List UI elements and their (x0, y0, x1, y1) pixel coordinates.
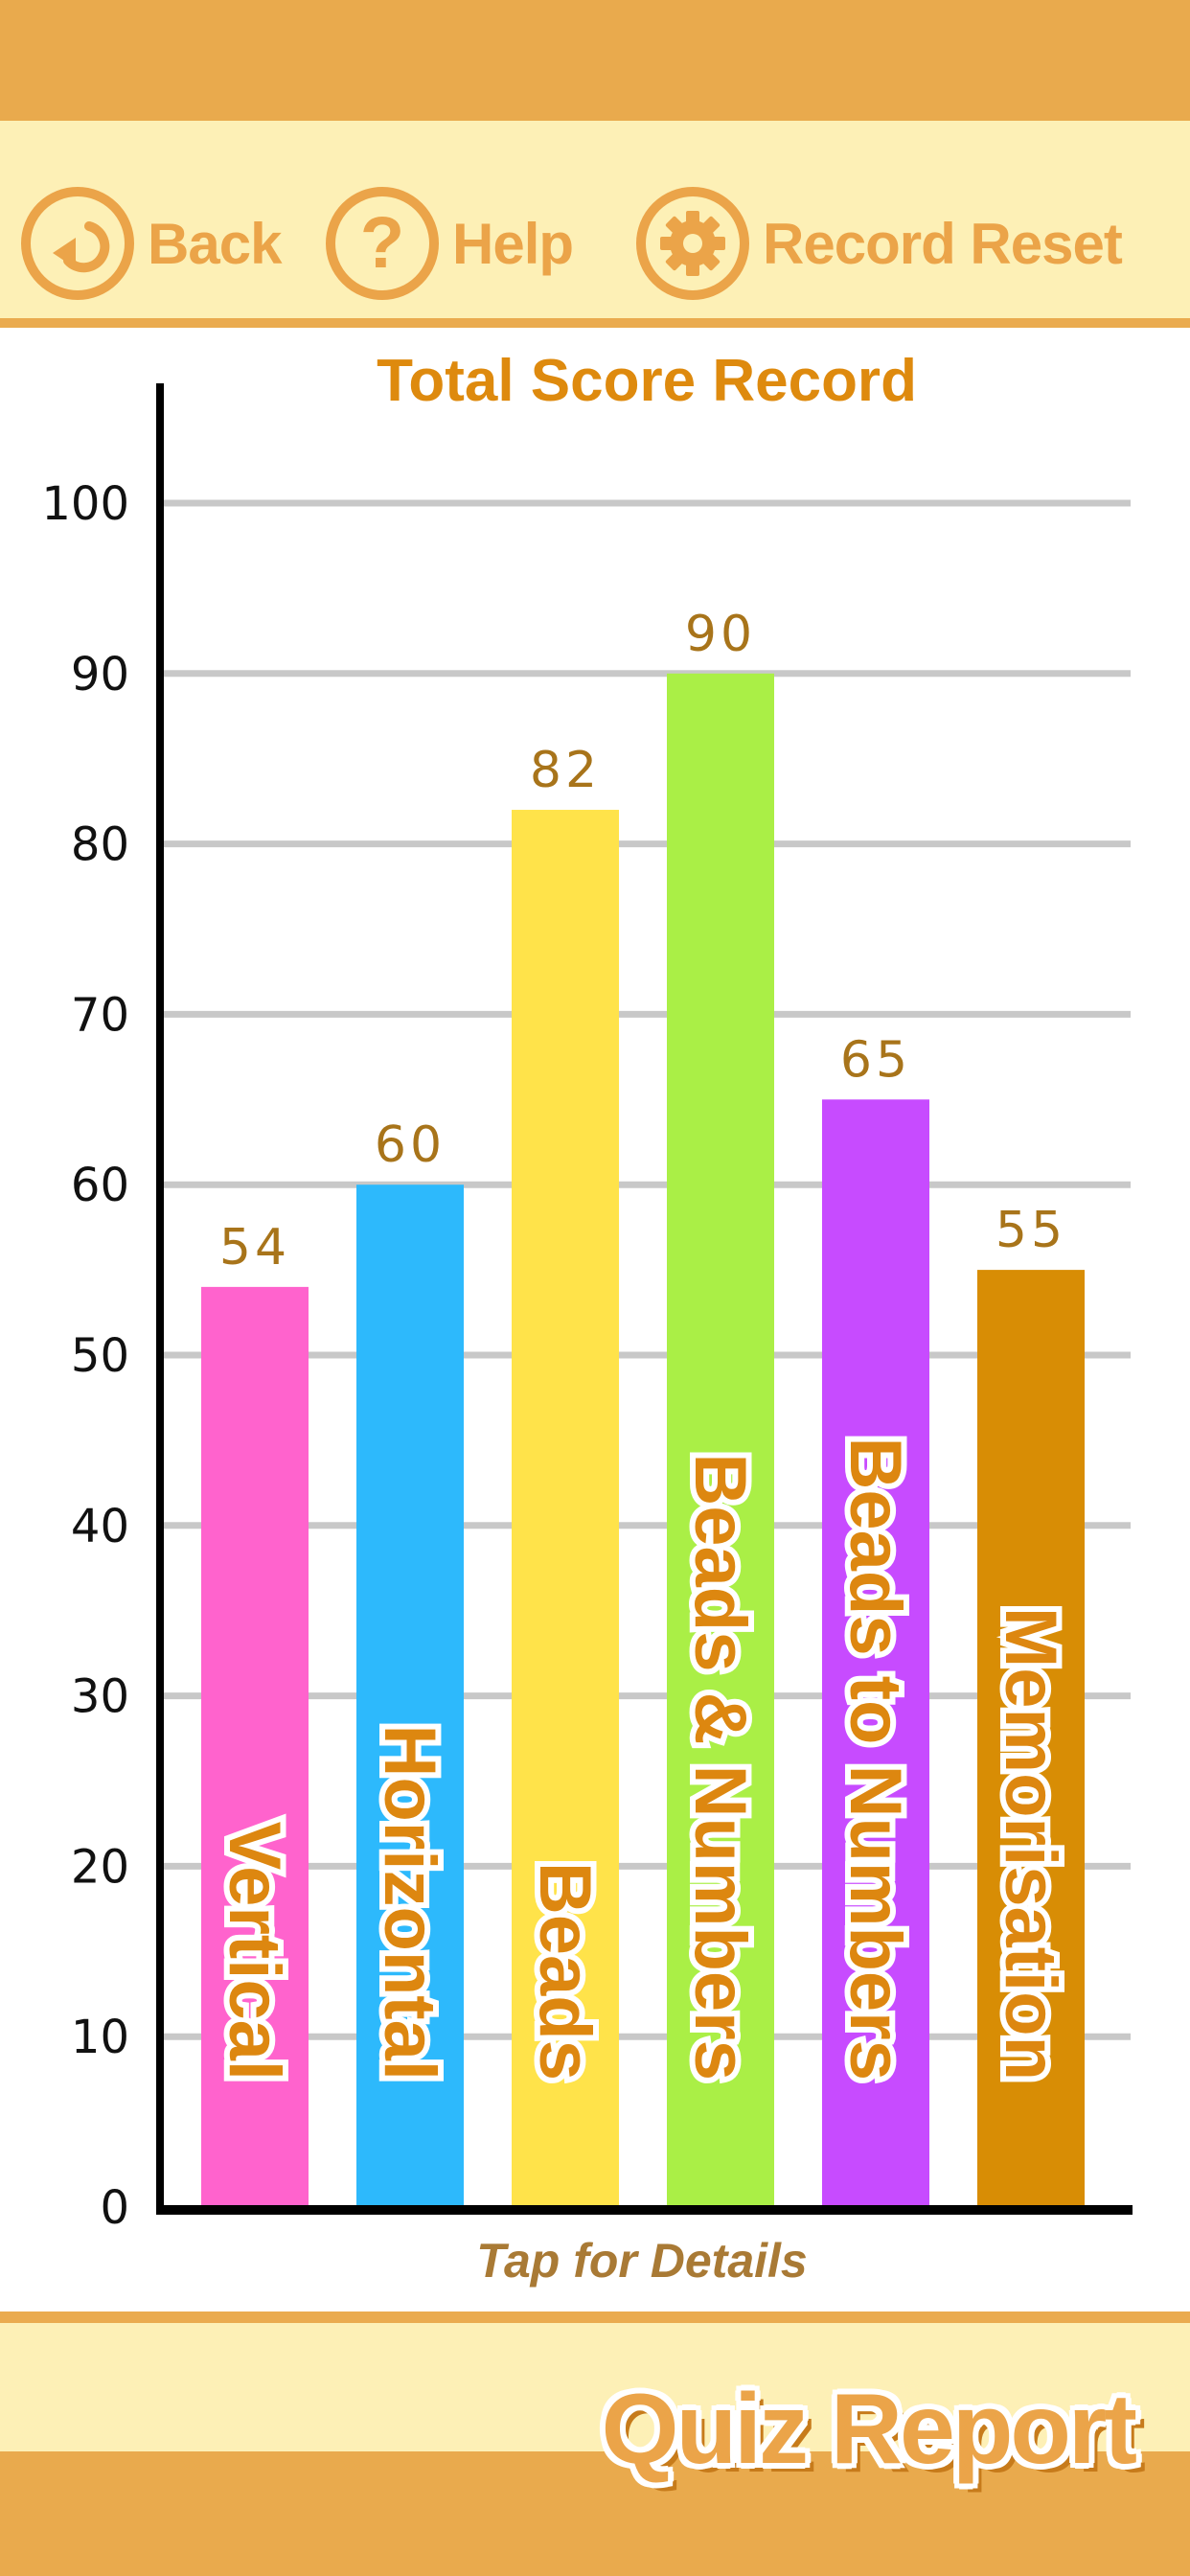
back-label: Back (148, 211, 282, 276)
bar[interactable] (201, 1286, 309, 2207)
bar[interactable] (977, 1270, 1085, 2207)
bar-value-label: 65 (840, 1031, 911, 1089)
record-reset-label: Record Reset (763, 211, 1123, 276)
bar[interactable] (356, 1184, 464, 2207)
bar-value-label: 55 (995, 1202, 1066, 1259)
x-axis-label[interactable]: Tap for Details (476, 2234, 807, 2288)
y-tick-label: 10 (71, 2011, 129, 2064)
back-arrow-icon (21, 187, 134, 300)
back-button[interactable]: Back (21, 176, 282, 310)
bar-category-label: Beads & Numbers (679, 1453, 761, 2081)
score-chart: Total Score Record 0 10 20 30 40 50 60 70 80 90 100… (41, 344, 1133, 2288)
page-title: Quiz Report (601, 2373, 1137, 2485)
toolbar: Back ? Help (0, 121, 1190, 328)
bar-category-label: Beads (524, 1862, 606, 2081)
y-tick-label: 50 (71, 1329, 129, 1383)
chart-text: Total Score Record 0 10 20 30 40 50 60 70 80 90 100… (41, 344, 1077, 2288)
bar[interactable] (822, 1099, 929, 2207)
bar-value-label: 90 (685, 606, 756, 663)
bar[interactable] (667, 673, 774, 2207)
y-tick-label: 80 (71, 818, 129, 872)
bars (201, 673, 1085, 2207)
bar-category-label: Memorisation (990, 1607, 1071, 2081)
bar-category-label: Vertical (214, 1822, 295, 2081)
record-reset-button[interactable]: Record Reset (636, 176, 1123, 310)
chart-area: Total Score Record 0 10 20 30 40 50 60 70 80 90 100… (0, 328, 1190, 2312)
top-bar (0, 0, 1190, 121)
bottom-strip (0, 2312, 1190, 2451)
y-tick-label: 100 (41, 477, 129, 531)
help-button[interactable]: ? Help (326, 176, 574, 310)
bar-value-label: 54 (219, 1219, 290, 1276)
grid-lines (160, 499, 1131, 2040)
y-tick-label: 30 (71, 1670, 129, 1724)
bar-category-label: Beads to Numbers (835, 1438, 916, 2082)
y-tick-label: 90 (71, 648, 129, 702)
bottom-bar (0, 2451, 1190, 2576)
y-tick-label: 40 (71, 1500, 129, 1553)
bar-value-label: 82 (530, 742, 601, 799)
y-tick-label: 60 (71, 1159, 129, 1212)
bar-value-label: 60 (375, 1116, 446, 1174)
question-mark-icon: ? (326, 187, 439, 300)
y-tick-label: 20 (71, 1840, 129, 1894)
y-tick-label: 70 (71, 988, 129, 1042)
bar[interactable] (512, 810, 619, 2207)
y-tick-label: 0 (100, 2181, 129, 2235)
gear-icon (636, 187, 749, 300)
help-label: Help (452, 211, 574, 276)
chart-title: Total Score Record (377, 348, 917, 414)
bar-category-label: Horizontal (369, 1724, 450, 2081)
axes (156, 383, 1133, 2215)
